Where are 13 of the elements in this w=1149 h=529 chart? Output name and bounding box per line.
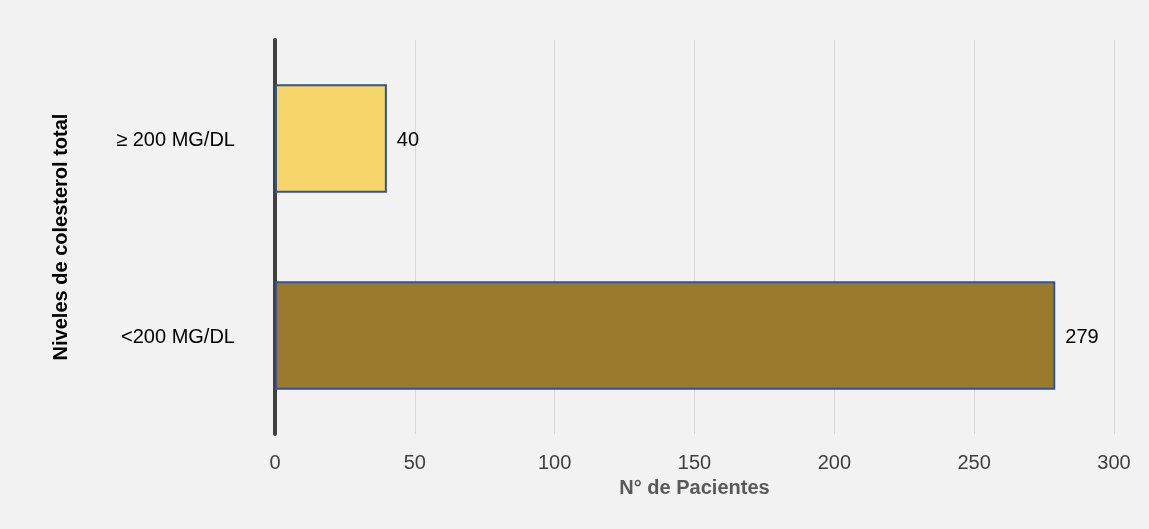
x-axis-title: N° de Pacientes [619,475,770,498]
data-label: 279 [1065,324,1099,347]
y-axis-title: Niveles de colesterol total [49,113,71,361]
x-tick-label: 200 [817,451,852,473]
x-tick-label: 300 [1097,451,1131,473]
y-tick-label: ≥ 200 MG/DL [116,127,235,150]
x-tick-label: 100 [537,451,572,473]
x-tick-label: 150 [677,451,712,473]
data-label: 40 [396,127,420,150]
x-tick-label: 0 [269,451,281,473]
x-tick-label: 50 [403,451,426,473]
x-tick-label: 250 [957,451,991,473]
y-tick-label: <200 MG/DL [121,324,235,347]
